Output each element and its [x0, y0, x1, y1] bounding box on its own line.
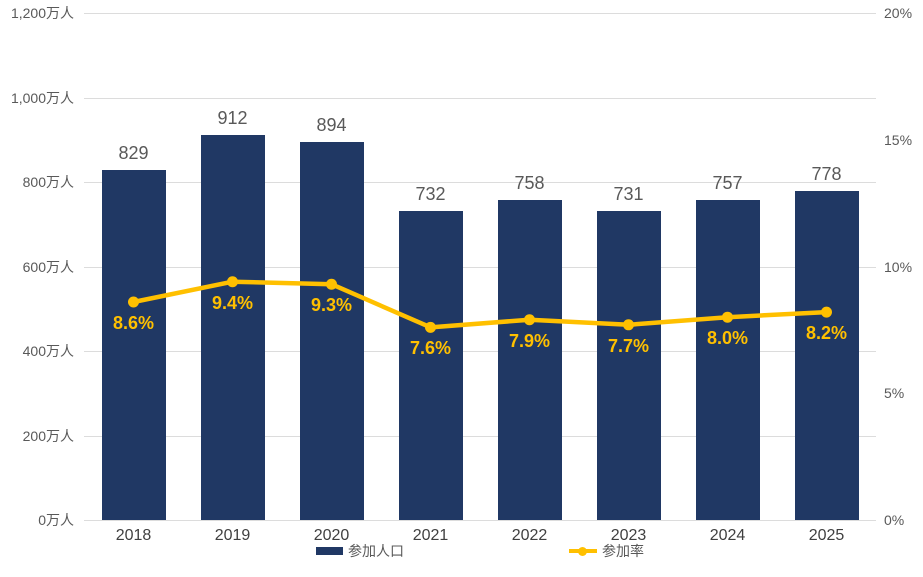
bar-value-label: 758 — [514, 172, 545, 193]
gridline — [84, 520, 876, 521]
bar-2025 — [794, 191, 859, 520]
legend-item-participation-population: 参加人口 — [316, 543, 404, 559]
bar-2020 — [299, 142, 364, 520]
x-axis-tick-label: 2022 — [511, 527, 548, 544]
bar-value-label: 757 — [712, 173, 743, 194]
x-axis-tick-label: 2018 — [115, 527, 152, 544]
y-axis-left-tick-label: 1,000万人 — [10, 89, 74, 106]
line-value-label: 7.6% — [409, 338, 452, 359]
line-value-label: 8.6% — [112, 312, 155, 333]
bar-2024 — [695, 200, 760, 520]
bar-2019 — [200, 134, 265, 520]
y-axis-right-tick-label: 15% — [884, 131, 913, 148]
bar-value-label: 732 — [415, 183, 446, 204]
x-axis-tick-label: 2019 — [214, 527, 251, 544]
y-axis-left-tick-label: 0万人 — [38, 512, 74, 528]
legend-label-participation-rate: 参加率 — [602, 543, 644, 559]
bar-value-label: 912 — [217, 107, 248, 128]
gridline — [84, 351, 876, 352]
y-axis-left-tick-label: 1,200万人 — [10, 5, 74, 21]
x-axis-tick-label: 2021 — [412, 527, 449, 544]
x-axis-tick-label: 2025 — [808, 527, 845, 544]
bar-value-label: 829 — [118, 142, 149, 163]
gridline — [84, 13, 876, 14]
bar-series-swatch — [316, 547, 343, 555]
line-value-label: 7.7% — [607, 335, 650, 356]
line-value-label: 9.3% — [310, 295, 353, 316]
bar-2018 — [101, 169, 166, 520]
y-axis-right-tick-label: 0% — [884, 512, 905, 528]
x-axis-tick-label: 2024 — [709, 527, 746, 544]
y-axis-right-tick-label: 10% — [884, 258, 913, 275]
y-axis-left-tick-label: 200万人 — [22, 427, 74, 444]
y-axis-right-tick-label: 5% — [884, 385, 905, 402]
bar-2021 — [398, 210, 463, 520]
line-value-label: 7.9% — [508, 330, 551, 351]
y-axis-left-tick-label: 600万人 — [22, 258, 74, 275]
legend-label-participation-population: 参加人口 — [348, 543, 404, 559]
gridline — [84, 266, 876, 268]
line-series-swatch — [569, 546, 597, 556]
bar-value-label: 894 — [316, 115, 347, 136]
bar-value-label: 778 — [811, 164, 842, 185]
bar-2023 — [596, 211, 661, 520]
x-axis-tick-label: 2020 — [313, 527, 350, 544]
bar-value-label: 731 — [613, 184, 644, 205]
line-value-label: 9.4% — [211, 292, 254, 313]
y-axis-right-tick-label: 20% — [884, 5, 913, 21]
y-axis-left-tick-label: 400万人 — [22, 343, 74, 359]
legend-item-participation-rate: 参加率 — [569, 543, 644, 559]
gridline — [84, 435, 876, 437]
line-value-label: 8.0% — [706, 328, 749, 349]
y-axis-left-tick-label: 800万人 — [22, 174, 74, 190]
legend: 参加人口 参加率 — [84, 543, 876, 559]
x-axis-tick-label: 2023 — [610, 527, 647, 544]
gridline — [84, 97, 876, 99]
line-series-swatch-dot — [578, 546, 587, 556]
bar-2022 — [497, 199, 562, 520]
gridline — [84, 182, 876, 183]
line-value-label: 8.2% — [805, 323, 848, 344]
